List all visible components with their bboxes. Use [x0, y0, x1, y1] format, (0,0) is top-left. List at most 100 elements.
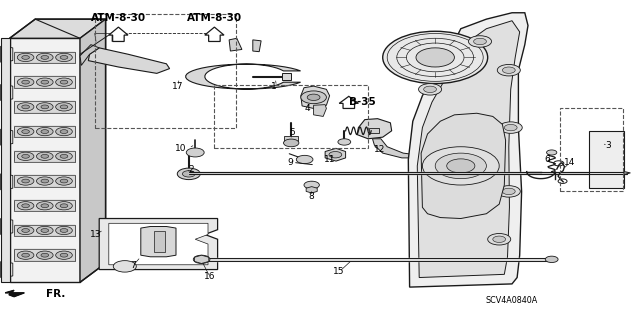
- Circle shape: [113, 261, 136, 272]
- Text: 11: 11: [324, 155, 335, 164]
- Circle shape: [36, 152, 53, 160]
- Polygon shape: [80, 19, 106, 282]
- Polygon shape: [253, 40, 261, 52]
- Text: 16: 16: [204, 272, 216, 281]
- Circle shape: [182, 171, 195, 177]
- Circle shape: [41, 179, 49, 183]
- Polygon shape: [408, 13, 528, 287]
- Circle shape: [17, 103, 34, 111]
- Circle shape: [284, 139, 299, 147]
- Polygon shape: [306, 187, 317, 193]
- Circle shape: [36, 128, 53, 136]
- Circle shape: [22, 253, 29, 257]
- Circle shape: [22, 56, 29, 59]
- Bar: [14, 126, 75, 137]
- Circle shape: [17, 152, 34, 160]
- Circle shape: [177, 168, 200, 180]
- Circle shape: [383, 31, 488, 84]
- Circle shape: [329, 152, 342, 158]
- Circle shape: [422, 147, 499, 185]
- Circle shape: [41, 253, 49, 257]
- Polygon shape: [1, 262, 13, 278]
- Polygon shape: [1, 46, 13, 62]
- Circle shape: [56, 128, 72, 136]
- Circle shape: [22, 204, 29, 208]
- Polygon shape: [282, 73, 291, 80]
- Polygon shape: [1, 129, 13, 145]
- Circle shape: [502, 188, 515, 195]
- Polygon shape: [624, 172, 630, 174]
- Circle shape: [36, 202, 53, 210]
- Polygon shape: [5, 290, 24, 297]
- Circle shape: [60, 204, 68, 208]
- Bar: [14, 101, 75, 113]
- FancyArrow shape: [339, 96, 358, 108]
- Polygon shape: [589, 131, 624, 188]
- Circle shape: [488, 234, 511, 245]
- Circle shape: [499, 122, 522, 133]
- Circle shape: [419, 84, 442, 95]
- Text: FR.: FR.: [46, 289, 65, 299]
- Bar: [369, 128, 379, 133]
- Polygon shape: [10, 19, 106, 38]
- Text: 1: 1: [271, 82, 276, 91]
- Polygon shape: [229, 38, 242, 51]
- Polygon shape: [1, 38, 10, 282]
- Bar: [14, 77, 75, 88]
- Polygon shape: [417, 21, 520, 278]
- Circle shape: [36, 53, 53, 62]
- Text: ATM-8-30: ATM-8-30: [91, 12, 146, 23]
- Circle shape: [36, 226, 53, 235]
- Polygon shape: [186, 64, 301, 89]
- Circle shape: [22, 179, 29, 183]
- Bar: [14, 52, 75, 63]
- Text: 5: 5: [289, 128, 294, 137]
- Circle shape: [304, 181, 319, 189]
- Circle shape: [468, 36, 492, 47]
- Polygon shape: [1, 174, 13, 190]
- Circle shape: [193, 255, 210, 263]
- Bar: [214, 85, 368, 148]
- Circle shape: [41, 228, 49, 232]
- Circle shape: [60, 105, 68, 109]
- Circle shape: [497, 186, 520, 197]
- Polygon shape: [141, 226, 176, 257]
- Text: 7: 7: [131, 261, 136, 270]
- Text: 9: 9: [287, 158, 292, 167]
- Circle shape: [17, 202, 34, 210]
- Circle shape: [17, 226, 34, 235]
- Circle shape: [41, 204, 49, 208]
- Polygon shape: [372, 139, 417, 158]
- Bar: [560, 108, 623, 191]
- Circle shape: [497, 64, 520, 76]
- Bar: [14, 200, 75, 211]
- Circle shape: [474, 38, 486, 45]
- Text: 6: 6: [545, 155, 550, 164]
- Circle shape: [56, 202, 72, 210]
- Circle shape: [56, 251, 72, 259]
- Circle shape: [296, 155, 313, 164]
- Polygon shape: [421, 113, 506, 219]
- Text: 13: 13: [90, 230, 102, 239]
- Circle shape: [493, 236, 506, 242]
- Bar: [14, 175, 75, 187]
- Circle shape: [545, 256, 558, 263]
- Circle shape: [22, 130, 29, 134]
- Circle shape: [41, 80, 49, 84]
- Text: 3: 3: [605, 141, 611, 150]
- Circle shape: [56, 103, 72, 111]
- Circle shape: [60, 154, 68, 158]
- Circle shape: [22, 105, 29, 109]
- Circle shape: [60, 56, 68, 59]
- FancyArrow shape: [109, 27, 128, 41]
- Polygon shape: [10, 38, 80, 282]
- Circle shape: [301, 91, 326, 104]
- Circle shape: [17, 53, 34, 62]
- Circle shape: [56, 152, 72, 160]
- Circle shape: [36, 78, 53, 86]
- Circle shape: [56, 226, 72, 235]
- Circle shape: [307, 94, 320, 100]
- Circle shape: [41, 56, 49, 59]
- Polygon shape: [357, 119, 392, 139]
- Circle shape: [36, 177, 53, 185]
